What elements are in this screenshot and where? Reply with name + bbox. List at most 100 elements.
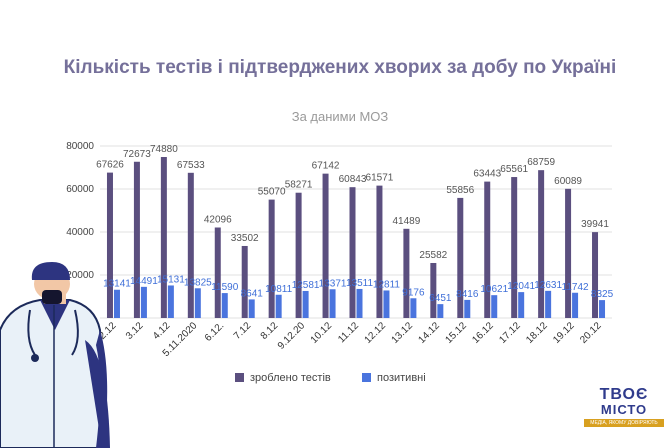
bar-positive (464, 299, 471, 318)
bar-positive (329, 289, 336, 318)
data-label-tests: 25582 (419, 250, 447, 261)
bar-positive (518, 292, 525, 318)
doctor-illustration (0, 262, 110, 448)
x-tick-label: 13.12 (390, 320, 416, 346)
x-tick-label: 15.12 (443, 320, 469, 346)
y-tick-label: 40000 (66, 227, 94, 238)
bar-positive (302, 290, 309, 318)
logo-tagline: МЕДІА, ЯКОМУ ДОВІРЯЮТЬ (584, 419, 664, 427)
x-tick-label: 11.12 (336, 320, 361, 345)
bar-tests (592, 232, 599, 318)
logo-line1: ТВОЄ (599, 386, 649, 403)
bar-positive (275, 294, 282, 318)
data-label-tests: 39941 (581, 219, 609, 230)
bar-tests (511, 177, 518, 318)
bar-tests (430, 262, 437, 318)
x-tick-label: 20.12 (578, 320, 604, 346)
data-label-positive: 14491 (130, 276, 158, 287)
x-tick-label: 12.12 (363, 320, 389, 346)
data-label-tests: 33502 (231, 233, 259, 244)
bar-tests (106, 172, 113, 318)
data-label-tests: 68759 (527, 157, 555, 168)
logo: ТВОЄ МІСТО МЕДІА, ЯКОМУ ДОВІРЯЮТЬ (584, 386, 664, 427)
y-tick-label: 60000 (66, 184, 94, 195)
data-label-positive: 10621 (480, 284, 508, 295)
bar-positive (410, 298, 417, 318)
bar-tests (241, 245, 248, 318)
data-label-positive: 13141 (103, 279, 131, 290)
data-label-tests: 60089 (554, 176, 582, 187)
legend: зроблено тестів позитивні (235, 372, 426, 384)
legend-swatch-tests (235, 373, 244, 382)
bar-positive (545, 290, 552, 318)
data-label-positive: 11742 (562, 282, 590, 293)
data-label-positive: 13825 (184, 277, 212, 288)
bar-tests (322, 173, 329, 318)
data-label-positive: 9176 (402, 287, 425, 298)
x-tick-label: 18.12 (524, 320, 550, 346)
x-tick-label: 8.12 (259, 320, 281, 342)
y-tick-label: 20000 (66, 270, 94, 281)
bar-tests (268, 199, 275, 318)
bar-positive (383, 290, 390, 318)
legend-label-tests: зроблено тестів (250, 372, 331, 384)
bar-tests (295, 192, 302, 318)
bar-positive (356, 288, 363, 318)
data-label-tests: 41489 (392, 216, 420, 227)
bar-tests (565, 188, 572, 318)
legend-label-positive: позитивні (377, 372, 426, 384)
bars (106, 157, 606, 318)
data-label-tests: 58271 (285, 180, 313, 191)
bar-tests (538, 170, 545, 318)
bar-tests (160, 157, 167, 318)
bar-tests (403, 228, 410, 318)
legend-swatch-positive (362, 373, 371, 382)
data-label-positive: 8325 (591, 289, 614, 300)
x-tick-label: 10.12 (309, 320, 335, 346)
data-label-tests: 61571 (366, 173, 394, 184)
data-label-positive: 15131 (157, 274, 185, 285)
chart-subtitle: За даними МОЗ (291, 109, 389, 124)
bar-positive (140, 286, 147, 318)
data-label-positive: 8416 (456, 289, 479, 300)
data-label-tests: 67533 (177, 160, 205, 171)
bar-tests (457, 197, 464, 318)
x-tick-label: 7.12 (232, 320, 254, 342)
data-label-positive: 12041 (507, 281, 535, 292)
bar-tests (484, 181, 491, 318)
data-label-tests: 67142 (312, 161, 340, 172)
gridlines (100, 145, 612, 319)
x-tick-label: 4.12 (151, 320, 173, 342)
bar-positive (167, 285, 174, 318)
data-label-positive: 10811 (265, 284, 293, 295)
data-label-positive: 12811 (373, 279, 401, 290)
data-label-tests: 65561 (500, 164, 528, 175)
bar-tests (187, 172, 194, 318)
data-label-tests: 55856 (446, 185, 474, 196)
bar-positive (491, 295, 498, 318)
bar-tests (376, 185, 383, 318)
x-tick-label: 16.12 (470, 320, 496, 346)
bar-positive (572, 292, 579, 318)
labels: 02000040000600008000067626131412.1272673… (66, 141, 613, 359)
data-label-positive: 12631 (534, 280, 562, 291)
bar-positive (248, 299, 255, 318)
data-label-tests: 60843 (339, 174, 367, 185)
x-tick-label: 19.12 (551, 320, 577, 346)
chart-title: Кількість тестів і підтверджених хворих … (63, 57, 617, 78)
data-label-tests: 63443 (473, 169, 501, 180)
x-tick-label: 6.12. (203, 320, 227, 344)
bar-positive (599, 300, 606, 318)
data-label-tests: 74880 (150, 144, 178, 155)
data-label-positive: 12581 (292, 280, 320, 291)
data-label-positive: 6451 (429, 293, 452, 304)
x-tick-label: 9.12.20 (276, 320, 308, 352)
data-label-tests: 72673 (123, 149, 151, 160)
bar-positive (113, 289, 120, 318)
data-label-positive: 8641 (241, 288, 264, 299)
bar-tests (214, 227, 221, 318)
bar-positive (194, 288, 201, 318)
data-label-positive: 13371 (319, 278, 347, 289)
bar-positive (437, 304, 444, 318)
